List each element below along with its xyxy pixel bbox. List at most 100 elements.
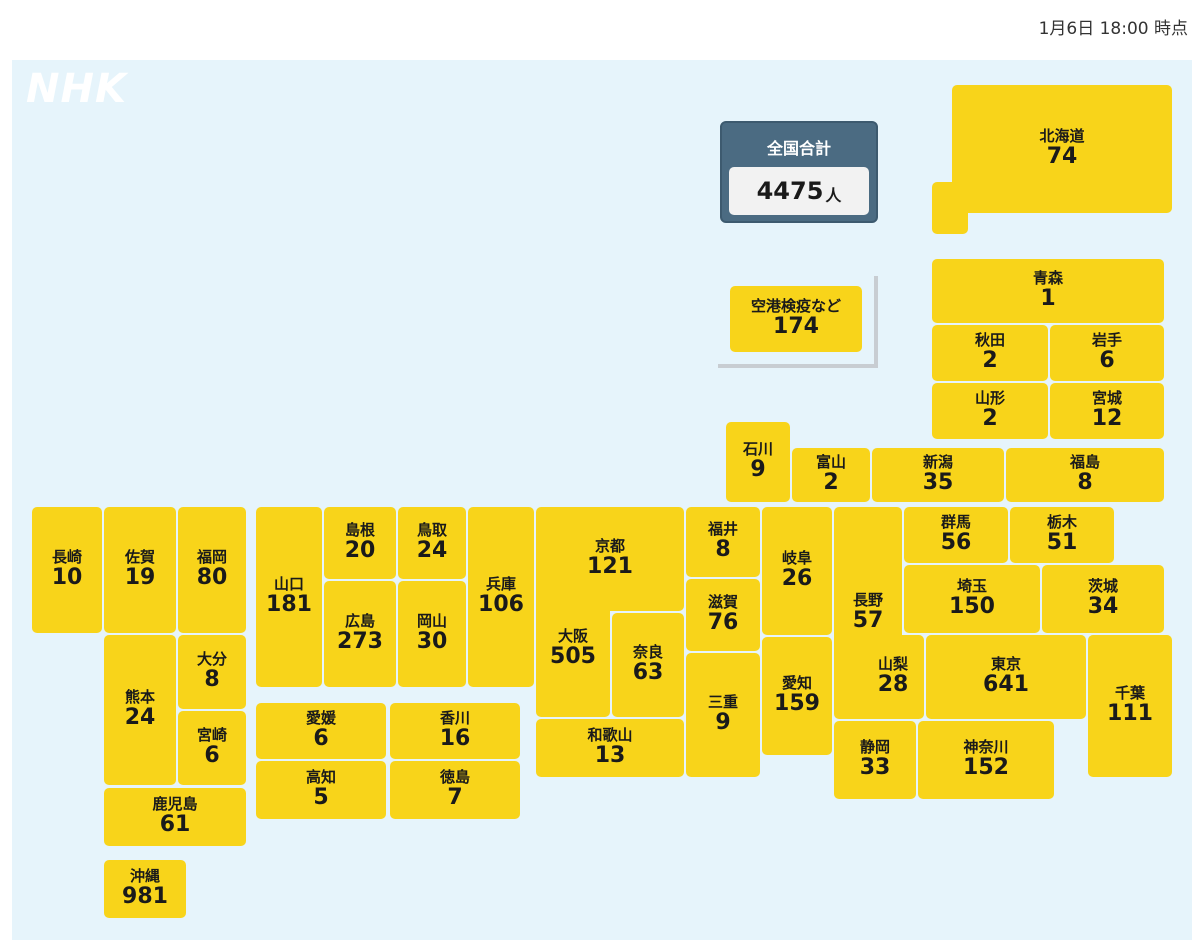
prefecture-tile-kochi[interactable]: 高知 5 — [256, 761, 386, 819]
prefecture-tile-fukuoka[interactable]: 福岡 80 — [178, 507, 246, 633]
prefecture-tile-wakayama[interactable]: 和歌山 13 — [536, 719, 684, 777]
prefecture-count: 1 — [1040, 286, 1056, 312]
prefecture-tile-gifu[interactable]: 岐阜 26 — [762, 507, 832, 635]
prefecture-tile-airport[interactable]: 空港検疫など 174 — [730, 286, 862, 352]
prefecture-name: 宮城 — [1091, 389, 1122, 408]
prefecture-name: 滋賀 — [707, 593, 738, 612]
national-total-display: 4475 人 — [729, 167, 869, 215]
prefecture-count: 13 — [594, 743, 626, 769]
prefecture-name: 徳島 — [439, 768, 470, 787]
prefecture-tile-hokkaido[interactable]: 北海道 74 — [952, 85, 1172, 213]
prefecture-name: 秋田 — [974, 331, 1005, 350]
prefecture-count: 111 — [1107, 701, 1153, 727]
prefecture-tile-kumamoto[interactable]: 熊本 24 — [104, 635, 176, 785]
prefecture-count: 121 — [587, 554, 633, 580]
prefecture-count: 80 — [196, 565, 228, 591]
prefecture-name: 兵庫 — [485, 575, 516, 594]
prefecture-tile-okinawa[interactable]: 沖縄 981 — [104, 860, 186, 918]
prefecture-name: 高知 — [305, 768, 336, 787]
prefecture-tile-kanagawa[interactable]: 神奈川 152 — [918, 721, 1054, 799]
prefecture-count: 505 — [550, 644, 596, 670]
prefecture-count: 9 — [715, 710, 731, 736]
prefecture-count: 2 — [982, 406, 998, 432]
prefecture-tile-nara[interactable]: 奈良 63 — [612, 613, 684, 717]
prefecture-name: 鹿児島 — [152, 795, 198, 814]
prefecture-tile-yamanashi[interactable]: 山梨 28 — [862, 635, 924, 719]
prefecture-tile-iwate[interactable]: 岩手 6 — [1050, 325, 1164, 381]
prefecture-name: 石川 — [742, 440, 773, 459]
prefecture-tile-kyoto[interactable]: 京都 121 — [536, 507, 684, 611]
prefecture-name: 山形 — [974, 389, 1005, 408]
prefecture-tile-saitama[interactable]: 埼玉 150 — [904, 565, 1040, 633]
prefecture-tile-yamaguchi[interactable]: 山口 181 — [256, 507, 322, 687]
prefecture-tile-shiga[interactable]: 滋賀 76 — [686, 579, 760, 651]
prefecture-count: 19 — [124, 565, 156, 591]
prefecture-tile-toyama[interactable]: 富山 2 — [792, 448, 870, 502]
prefecture-name: 福井 — [707, 520, 738, 539]
prefecture-name: 愛媛 — [305, 709, 336, 728]
prefecture-count: 63 — [632, 660, 664, 686]
prefecture-tile-osaka[interactable]: 大阪 505 — [536, 581, 610, 717]
prefecture-tile-fukushima[interactable]: 福島 8 — [1006, 448, 1164, 502]
prefecture-name: 沖縄 — [129, 867, 160, 886]
prefecture-name: 熊本 — [124, 688, 155, 707]
prefecture-name: 大阪 — [557, 627, 588, 646]
prefecture-count: 6 — [313, 726, 329, 752]
prefecture-tile-ishikawa[interactable]: 石川 9 — [726, 422, 790, 502]
prefecture-tile-shizuoka[interactable]: 静岡 33 — [834, 721, 916, 799]
prefecture-tile-hiroshima[interactable]: 広島 273 — [324, 581, 396, 687]
prefecture-tile-tochigi[interactable]: 栃木 51 — [1010, 507, 1114, 563]
prefecture-count: 9 — [750, 457, 766, 483]
prefecture-tile-tottori[interactable]: 鳥取 24 — [398, 507, 466, 579]
quarantine-frame-line — [718, 364, 878, 368]
prefecture-name: 奈良 — [632, 643, 663, 662]
prefecture-count: 152 — [963, 755, 1009, 781]
prefecture-tile-hyogo[interactable]: 兵庫 106 — [468, 507, 534, 687]
prefecture-tile-kagoshima[interactable]: 鹿児島 61 — [104, 788, 246, 846]
prefecture-name: 岐阜 — [781, 549, 812, 568]
prefecture-count: 34 — [1087, 594, 1119, 620]
prefecture-count: 641 — [983, 672, 1029, 698]
prefecture-name: 千葉 — [1114, 684, 1145, 703]
prefecture-tile-tokushima[interactable]: 徳島 7 — [390, 761, 520, 819]
prefecture-tile-yamagata[interactable]: 山形 2 — [932, 383, 1048, 439]
prefecture-tile-kagawa[interactable]: 香川 16 — [390, 703, 520, 759]
prefecture-name: 宮崎 — [196, 726, 227, 745]
prefecture-tile-nagasaki[interactable]: 長崎 10 — [32, 507, 102, 633]
prefecture-tile-shimane[interactable]: 島根 20 — [324, 507, 396, 579]
prefecture-name: 岡山 — [416, 612, 447, 631]
prefecture-tile-niigata[interactable]: 新潟 35 — [872, 448, 1004, 502]
prefecture-tile-oita[interactable]: 大分 8 — [178, 635, 246, 709]
prefecture-name: 富山 — [815, 453, 846, 472]
prefecture-name: 和歌山 — [587, 726, 633, 745]
prefecture-count: 8 — [715, 537, 731, 563]
prefecture-name: 長崎 — [51, 548, 82, 567]
prefecture-count: 159 — [774, 691, 820, 717]
prefecture-tile-aomori[interactable]: 青森 1 — [932, 259, 1164, 323]
prefecture-count: 61 — [159, 812, 191, 838]
prefecture-count: 6 — [204, 743, 220, 769]
prefecture-tile-chiba[interactable]: 千葉 111 — [1088, 635, 1172, 777]
prefecture-name: 広島 — [344, 612, 375, 631]
prefecture-count: 10 — [51, 565, 83, 591]
prefecture-name: 長野 — [852, 591, 883, 610]
prefecture-count: 51 — [1046, 530, 1078, 556]
prefecture-tile-saga[interactable]: 佐賀 19 — [104, 507, 176, 633]
prefecture-tile-aichi[interactable]: 愛知 159 — [762, 637, 832, 755]
prefecture-tile-ibaraki[interactable]: 茨城 34 — [1042, 565, 1164, 633]
prefecture-name: 山口 — [273, 575, 304, 594]
prefecture-tile-tokyo[interactable]: 東京 641 — [926, 635, 1086, 719]
prefecture-name: 三重 — [707, 693, 738, 712]
prefecture-tile-ehime[interactable]: 愛媛 6 — [256, 703, 386, 759]
prefecture-tile-okayama[interactable]: 岡山 30 — [398, 581, 466, 687]
prefecture-tile-akita[interactable]: 秋田 2 — [932, 325, 1048, 381]
prefecture-name: 大分 — [196, 650, 227, 669]
prefecture-tile-miyazaki[interactable]: 宮崎 6 — [178, 711, 246, 785]
prefecture-count: 20 — [344, 538, 376, 564]
prefecture-tile-mie[interactable]: 三重 9 — [686, 653, 760, 777]
prefecture-tile-miyagi[interactable]: 宮城 12 — [1050, 383, 1164, 439]
prefecture-tile-fukui[interactable]: 福井 8 — [686, 507, 760, 577]
prefecture-count: 56 — [940, 530, 972, 556]
prefecture-tile-gunma[interactable]: 群馬 56 — [904, 507, 1008, 563]
prefecture-count: 5 — [313, 785, 329, 811]
